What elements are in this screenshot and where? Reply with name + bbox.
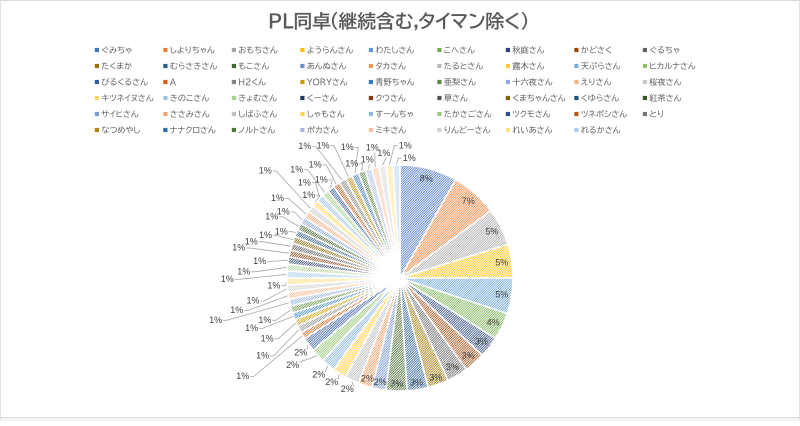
svg-text:3%: 3%: [462, 351, 475, 361]
svg-text:1%: 1%: [298, 177, 311, 187]
svg-text:1%: 1%: [221, 274, 234, 284]
svg-text:1%: 1%: [265, 212, 278, 222]
svg-text:1%: 1%: [245, 236, 258, 246]
svg-text:1%: 1%: [230, 305, 243, 315]
svg-text:1%: 1%: [403, 153, 416, 163]
svg-text:5%: 5%: [485, 227, 498, 237]
svg-text:1%: 1%: [261, 334, 274, 344]
svg-text:1%: 1%: [377, 148, 390, 158]
svg-text:2%: 2%: [325, 377, 338, 387]
svg-text:1%: 1%: [317, 140, 330, 150]
svg-text:1%: 1%: [302, 190, 315, 200]
svg-text:3%: 3%: [390, 379, 403, 389]
svg-text:1%: 1%: [209, 315, 222, 325]
svg-text:3%: 3%: [410, 377, 423, 387]
svg-text:1%: 1%: [259, 230, 272, 240]
svg-text:2%: 2%: [294, 347, 307, 357]
svg-text:1%: 1%: [258, 315, 271, 325]
svg-text:1%: 1%: [256, 351, 269, 361]
svg-text:1%: 1%: [237, 267, 250, 277]
svg-text:1%: 1%: [267, 280, 280, 290]
svg-text:4%: 4%: [487, 317, 500, 327]
svg-text:2%: 2%: [374, 377, 387, 387]
svg-text:1%: 1%: [232, 243, 245, 253]
svg-text:1%: 1%: [309, 160, 322, 170]
svg-text:1%: 1%: [253, 256, 266, 266]
svg-text:1%: 1%: [246, 296, 259, 306]
svg-text:1%: 1%: [399, 140, 412, 150]
svg-text:3%: 3%: [446, 362, 459, 372]
svg-text:1%: 1%: [259, 166, 272, 176]
svg-text:7%: 7%: [462, 196, 475, 206]
svg-text:1%: 1%: [315, 175, 328, 185]
svg-text:2%: 2%: [341, 384, 354, 394]
svg-text:2%: 2%: [361, 374, 374, 384]
svg-text:1%: 1%: [366, 143, 379, 153]
svg-text:1%: 1%: [290, 164, 303, 174]
svg-text:1%: 1%: [271, 193, 284, 203]
svg-text:1%: 1%: [236, 371, 249, 381]
svg-text:1%: 1%: [277, 207, 290, 217]
svg-text:8%: 8%: [420, 174, 433, 184]
svg-text:2%: 2%: [286, 360, 299, 370]
svg-text:2%: 2%: [312, 370, 325, 380]
svg-text:1%: 1%: [341, 142, 354, 152]
svg-text:5%: 5%: [495, 258, 508, 268]
svg-text:1%: 1%: [245, 323, 258, 333]
svg-text:3%: 3%: [429, 373, 442, 383]
svg-text:1%: 1%: [345, 158, 358, 168]
svg-text:5%: 5%: [495, 290, 508, 300]
svg-text:1%: 1%: [298, 141, 311, 151]
svg-text:1%: 1%: [361, 154, 374, 164]
svg-text:3%: 3%: [475, 336, 488, 346]
svg-text:1%: 1%: [275, 226, 288, 236]
